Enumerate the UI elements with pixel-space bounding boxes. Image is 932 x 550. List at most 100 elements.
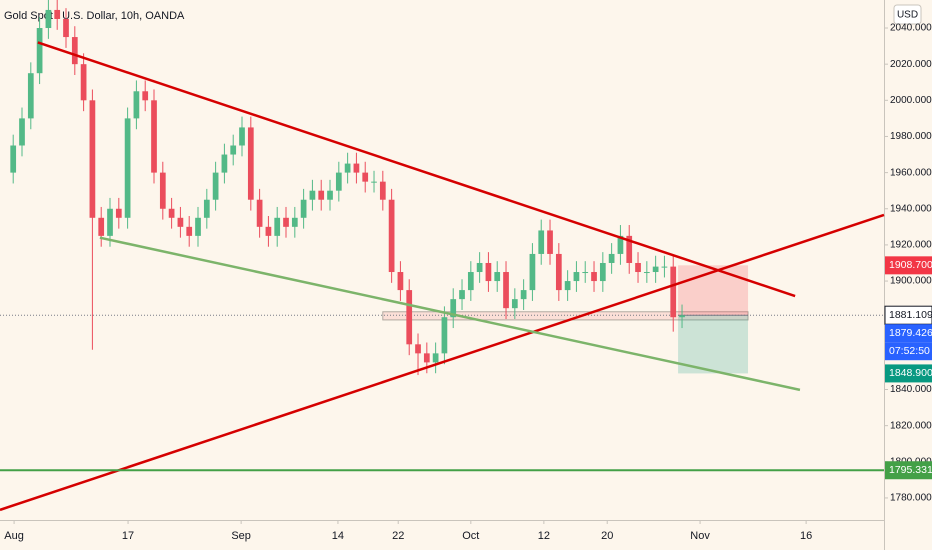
candle-body: [221, 154, 228, 173]
stop-zone: [678, 265, 749, 316]
candle-body: [415, 344, 421, 354]
candle-body: [283, 217, 289, 227]
candle-body: [344, 163, 351, 173]
trend-line: [37, 41, 796, 298]
price-label-bg: [885, 256, 932, 275]
y-tick-label: 2040.000: [890, 23, 932, 34]
candle-body: [591, 272, 597, 282]
candle-body: [186, 226, 193, 236]
candle-body: [212, 172, 219, 200]
candle-body: [45, 9, 52, 29]
price-label-bg: [885, 461, 932, 480]
candle-body: [643, 272, 650, 274]
y-tick-label: 1840.000: [890, 384, 932, 395]
candle-body: [107, 208, 113, 236]
candle-body: [63, 18, 69, 38]
countdown-bg: [885, 342, 932, 361]
candle-body: [151, 100, 157, 173]
price-label: 1908.700: [889, 259, 932, 271]
trend-line: [99, 236, 801, 392]
candle-body: [485, 262, 492, 282]
currency[interactable]: USD: [897, 10, 918, 21]
candle-body: [265, 226, 272, 236]
candle-body: [291, 217, 298, 227]
candle-body: [80, 64, 87, 101]
candle-body: [661, 266, 668, 268]
y-tick-label: 1780.000: [890, 493, 932, 504]
candle-body: [159, 172, 166, 209]
candle-body: [10, 145, 17, 173]
price-label: 1881.109: [889, 309, 932, 321]
price-label: 1795.331: [889, 464, 932, 476]
price-label: 1848.900: [889, 367, 932, 379]
candle-body: [547, 230, 553, 254]
x-tick-label: Sep: [231, 530, 251, 542]
x-tick-label: 16: [800, 530, 812, 542]
x-tick-label: 22: [392, 530, 404, 542]
candle-body: [423, 353, 430, 363]
candle-body: [115, 208, 122, 218]
price-label: 1879.426: [889, 327, 932, 339]
x-tick-label: 14: [332, 530, 344, 542]
candle-body: [582, 272, 589, 274]
candle-body: [98, 217, 105, 236]
candle-body: [195, 217, 201, 236]
y-tick-label: 1980.000: [890, 131, 932, 142]
x-tick-label: Nov: [690, 530, 710, 542]
candle-body: [626, 235, 633, 263]
candle-body: [608, 253, 615, 263]
candle-body: [256, 199, 263, 227]
candle-body: [335, 172, 342, 191]
y-tick-label: 1960.000: [890, 167, 932, 178]
candle-body: [318, 190, 325, 200]
candle-body: [247, 127, 254, 200]
candle-body: [19, 118, 25, 146]
x-tick-label: Aug: [4, 530, 24, 542]
candle-body: [168, 208, 175, 218]
price-label-bg: [885, 364, 932, 383]
x-tick-label: 12: [538, 530, 550, 542]
countdown: 07:52:50: [889, 345, 930, 357]
candle-body: [327, 190, 333, 200]
currency-box[interactable]: [893, 4, 922, 25]
trend-line: [0, 213, 885, 512]
candle-body: [599, 262, 606, 282]
candle-body: [503, 272, 509, 309]
candle-body: [388, 199, 395, 273]
candle-body: [124, 118, 131, 218]
candle-body: [441, 317, 448, 354]
candle-body: [670, 266, 677, 318]
candle-body: [142, 91, 149, 101]
chart-title: Gold Spot / U.S. Dollar, 10h, OANDA: [4, 10, 185, 22]
candle-body: [353, 163, 360, 173]
candle-body: [309, 190, 316, 200]
target-zone: [678, 315, 749, 374]
candle-body: [520, 290, 527, 300]
candle-body: [379, 181, 386, 200]
candle-body: [71, 37, 78, 65]
candle-body: [494, 272, 501, 282]
candle-body: [397, 272, 404, 291]
candle-body: [467, 272, 474, 291]
candle-body: [177, 217, 184, 227]
candle-body: [573, 272, 580, 282]
candle-body: [617, 235, 624, 254]
y-tick-label: 1820.000: [890, 420, 932, 431]
y-tick-label: 2000.000: [890, 95, 932, 106]
candle-body: [230, 145, 237, 155]
candle-body: [27, 73, 34, 119]
candle-body: [432, 353, 439, 363]
candle-body: [36, 28, 43, 74]
candle-body: [239, 127, 245, 146]
candle-body: [652, 266, 659, 273]
candle-body: [555, 253, 562, 291]
candle-body: [476, 262, 483, 273]
candle-body: [300, 199, 307, 218]
candle-body: [362, 172, 369, 182]
candle-body: [529, 253, 536, 291]
candle-body: [679, 315, 685, 318]
x-tick-label: 20: [601, 530, 613, 542]
